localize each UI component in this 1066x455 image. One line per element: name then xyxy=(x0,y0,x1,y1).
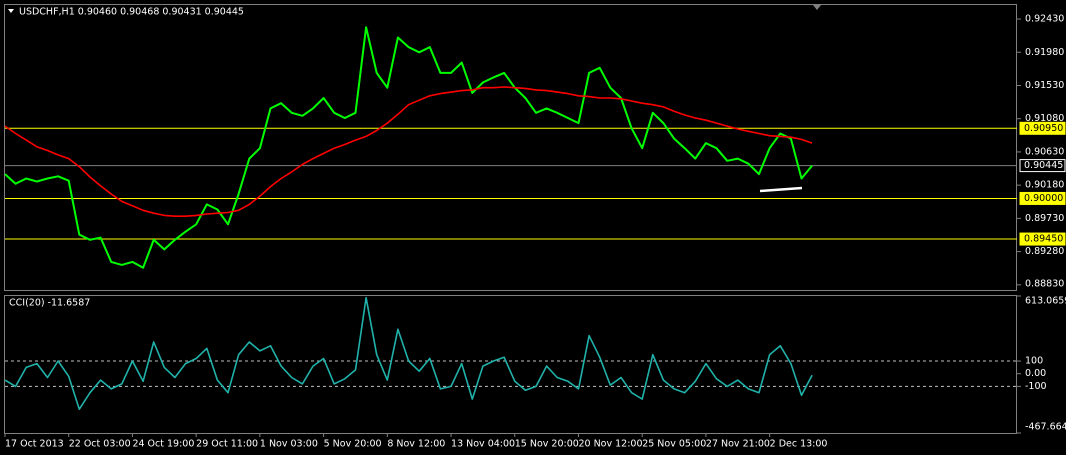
y-tick-label: 0.89730 xyxy=(1025,213,1064,224)
series-line xyxy=(4,26,813,269)
y-tick-label: 0.88830 xyxy=(1025,279,1064,290)
price-label-box xyxy=(1019,159,1066,173)
y-tick-label: 0.92430 xyxy=(1025,14,1064,25)
x-tick-label: 24 Oct 19:00 xyxy=(132,439,194,450)
x-tick-label: 8 Nov 12:00 xyxy=(387,439,445,450)
x-tick-label: 25 Nov 05:00 xyxy=(642,439,706,450)
y-tick-label: 0.91980 xyxy=(1025,47,1064,58)
price-label: 0.90950 xyxy=(1024,123,1063,134)
price-title: USDCHF,H1 0.90460 0.90468 0.90431 0.9044… xyxy=(19,7,244,18)
y-tick-label: 0.90630 xyxy=(1025,146,1064,157)
y-tick-label: -100 xyxy=(1025,381,1047,392)
price-panel xyxy=(4,4,1017,291)
y-tick-label: 0.91080 xyxy=(1025,113,1064,124)
x-tick-label: 13 Nov 04:00 xyxy=(451,439,515,450)
x-tick-label: 17 Oct 2013 xyxy=(5,439,64,450)
price-label: 0.89450 xyxy=(1024,234,1063,245)
x-tick-label: 20 Nov 12:00 xyxy=(578,439,642,450)
x-tick-label: 22 Oct 03:00 xyxy=(69,439,131,450)
y-tick-label: 100 xyxy=(1025,356,1043,367)
price-label-box xyxy=(1019,121,1066,135)
price-label-box xyxy=(1019,191,1066,205)
cci-panel xyxy=(4,295,1017,434)
x-tick-label: 27 Nov 21:00 xyxy=(706,439,770,450)
series-line xyxy=(4,296,813,410)
price-label-box xyxy=(1019,232,1066,246)
x-tick-label: 5 Nov 20:00 xyxy=(324,439,382,450)
price-label: 0.90445 xyxy=(1024,160,1063,171)
y-tick-label: 0.90180 xyxy=(1025,180,1064,191)
y-tick-label: 0.00 xyxy=(1025,368,1046,379)
cci-title: CCI(20) -11.6587 xyxy=(9,298,90,309)
y-tick-label: 613.0659 xyxy=(1025,296,1066,307)
x-tick-label: 15 Nov 20:00 xyxy=(515,439,579,450)
y-tick-label: 0.91530 xyxy=(1025,80,1064,91)
menu-triangle[interactable] xyxy=(8,9,14,13)
trend-line xyxy=(759,186,803,193)
shift-marker xyxy=(813,5,821,10)
price-label: 0.90000 xyxy=(1024,193,1063,204)
x-tick-label: 29 Oct 11:00 xyxy=(196,439,258,450)
series-line xyxy=(4,86,813,217)
x-tick-label: 1 Nov 03:00 xyxy=(260,439,318,450)
x-tick-label: 2 Dec 13:00 xyxy=(770,439,828,450)
y-tick-label: 0.89280 xyxy=(1025,246,1064,257)
y-tick-label: -467.6643 xyxy=(1025,422,1066,433)
